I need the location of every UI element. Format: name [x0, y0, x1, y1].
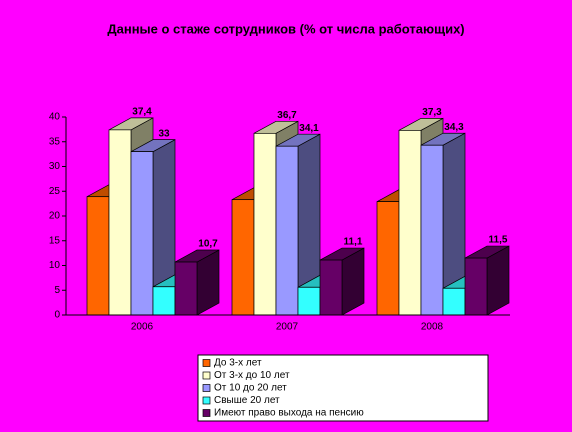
y-tick-label: 0: [54, 310, 60, 321]
value-label: 36,7: [277, 110, 297, 121]
legend-box: [197, 354, 489, 422]
legend-swatch: [202, 371, 211, 380]
legend-label: От 3-х до 10 лет: [214, 370, 290, 381]
value-label: 11,5: [489, 235, 508, 246]
bar-front: [253, 132, 277, 316]
y-tick-label: 10: [49, 260, 61, 271]
bar-front: [130, 151, 154, 316]
x-tick-label: 2006: [131, 322, 154, 333]
bar-front: [420, 144, 444, 316]
bar-front: [275, 145, 299, 316]
bar: [130, 139, 176, 316]
value-label: 34,1: [299, 123, 319, 134]
y-tick-label: 35: [49, 136, 61, 147]
bar-front: [174, 261, 198, 316]
bar-front: [297, 286, 321, 316]
y-tick-label: 25: [49, 186, 61, 197]
bar-front: [464, 257, 488, 316]
y-tick-label: 5: [54, 285, 60, 296]
bar: [420, 132, 466, 316]
value-label: 37,3: [422, 107, 442, 118]
bar-front: [319, 259, 343, 316]
bar-front: [398, 130, 422, 316]
legend-swatch: [202, 409, 211, 417]
bar-front: [86, 196, 110, 316]
legend-label: Имеют право выхода на пенсию: [214, 408, 364, 419]
bar: [319, 247, 365, 316]
legend-label: До 3-х лет: [214, 358, 262, 369]
x-tick-label: 2008: [421, 322, 444, 333]
x-tick-label: 2007: [276, 322, 299, 333]
y-tick-label: 40: [49, 112, 61, 123]
bar-front: [152, 286, 176, 316]
legend-label: От 10 до 20 лет: [214, 383, 287, 394]
y-tick-label: 30: [49, 161, 61, 172]
value-label: 10,7: [198, 239, 218, 250]
value-label: 11,1: [344, 237, 363, 248]
legend-label: Свыше 20 лет: [214, 395, 280, 406]
value-label: 34,3: [444, 122, 464, 133]
value-label: 37,4: [132, 107, 152, 118]
y-tick-label: 20: [49, 211, 61, 222]
legend-swatch: [202, 384, 211, 392]
y-tick-label: 15: [49, 235, 61, 246]
bar-front: [108, 129, 132, 316]
bar-front: [231, 199, 255, 316]
bar: [464, 245, 510, 316]
bar-front: [376, 201, 400, 316]
value-label: 33: [158, 128, 170, 139]
bar: [275, 133, 321, 316]
bar: [174, 249, 220, 316]
bar-front: [442, 287, 466, 316]
legend-swatch: [202, 396, 211, 405]
chart-title: Данные о стаже сотрудников (% от числа р…: [107, 21, 464, 36]
legend-swatch: [202, 359, 211, 367]
